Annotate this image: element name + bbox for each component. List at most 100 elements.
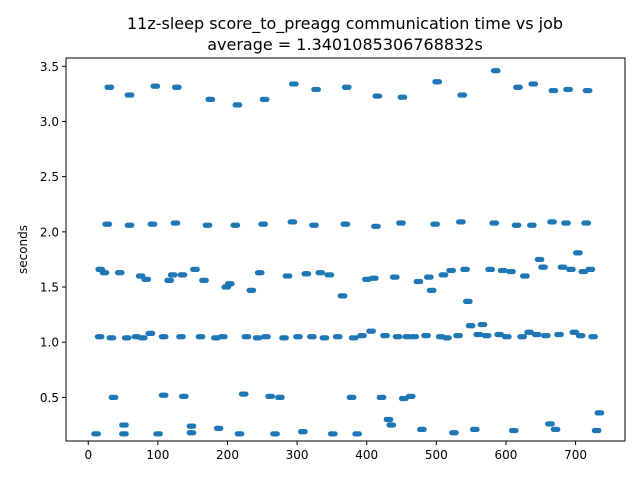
data-point (264, 96, 270, 102)
data-point (129, 92, 135, 98)
data-point (388, 416, 394, 423)
data-point (262, 221, 269, 227)
data-point (246, 334, 252, 340)
data-point (154, 83, 161, 89)
data-point (545, 332, 551, 339)
data-point (176, 84, 182, 90)
y-tick-label: 2.5 (40, 170, 59, 184)
data-point (599, 410, 605, 416)
data-point (493, 220, 500, 226)
y-tick-label: 0.5 (40, 391, 59, 405)
data-point (453, 430, 459, 436)
data-point (555, 426, 561, 433)
data-point (565, 220, 571, 226)
data-point (123, 431, 129, 437)
data-point (274, 431, 280, 437)
data-point (99, 334, 105, 340)
x-tick-label: 200 (216, 448, 239, 462)
data-point (123, 422, 129, 428)
data-point (592, 334, 599, 340)
data-point (175, 220, 181, 226)
data-point (418, 278, 424, 285)
data-point (243, 391, 249, 397)
y-axis: 0.5 1.0 1.5 2.0 2.5 3.0 3.5 (40, 60, 66, 405)
data-point (182, 272, 188, 278)
data-point (410, 393, 416, 399)
data-point (516, 222, 522, 228)
data-point (344, 221, 351, 227)
data-point (259, 270, 265, 276)
data-point (510, 268, 516, 275)
data-point (402, 94, 408, 100)
data-point (269, 393, 276, 399)
data-point (172, 272, 178, 278)
data-point (428, 274, 434, 280)
chart-title: 11z-sleep score_to_preagg communication … (127, 14, 563, 34)
data-point (163, 334, 169, 340)
data-point (328, 272, 335, 278)
data-point (542, 264, 548, 270)
data-point (539, 256, 545, 263)
data-point (111, 335, 117, 341)
data-point (431, 287, 437, 293)
data-point (265, 334, 271, 340)
data-point (443, 272, 449, 278)
data-point (580, 332, 586, 339)
data-point (279, 394, 285, 400)
data-point (119, 270, 125, 276)
data-point (239, 431, 245, 437)
data-point (337, 334, 343, 340)
data-point (194, 266, 200, 272)
data-point (553, 87, 559, 94)
data-point (397, 334, 403, 340)
data-point (577, 250, 583, 256)
data-point (373, 275, 379, 281)
data-point (425, 332, 431, 339)
data-point (293, 81, 299, 87)
data-point (460, 219, 466, 225)
data-point (375, 223, 381, 229)
data-point (517, 84, 523, 90)
data-point (157, 431, 163, 437)
data-point (457, 332, 463, 339)
data-point (532, 81, 539, 87)
data-point (332, 431, 338, 437)
data-point (474, 426, 480, 433)
x-tick-label: 600 (495, 448, 518, 462)
data-point (292, 219, 298, 225)
data-point (413, 334, 420, 340)
x-tick-label: 0 (84, 448, 92, 462)
chart-subtitle: average = 1.3401085306768832s (207, 35, 483, 54)
data-point (129, 222, 135, 228)
data-point (183, 393, 189, 399)
y-tick-label: 2.0 (40, 225, 59, 239)
data-point (596, 427, 602, 434)
data-point (381, 394, 387, 400)
data-point (319, 270, 326, 276)
data-point (104, 270, 110, 276)
data-point (113, 394, 119, 400)
data-point (394, 274, 400, 280)
data-point (95, 431, 101, 437)
data-point (346, 84, 352, 90)
x-tick-label: 700 (564, 448, 587, 462)
data-point (531, 222, 537, 228)
data-point (400, 220, 406, 226)
x-tick-label: 400 (355, 448, 378, 462)
data-point (562, 264, 568, 270)
data-point (489, 266, 495, 272)
y-tick-label: 1.5 (40, 281, 59, 295)
data-point (390, 422, 397, 428)
data-point (191, 423, 197, 429)
data-point (436, 79, 443, 85)
data-point (585, 220, 592, 226)
data-point (142, 335, 148, 341)
data-point (551, 219, 557, 225)
data-point (302, 429, 308, 435)
data-point (351, 394, 357, 400)
data-point (521, 334, 528, 340)
data-point (152, 221, 158, 227)
data-point (486, 332, 492, 339)
